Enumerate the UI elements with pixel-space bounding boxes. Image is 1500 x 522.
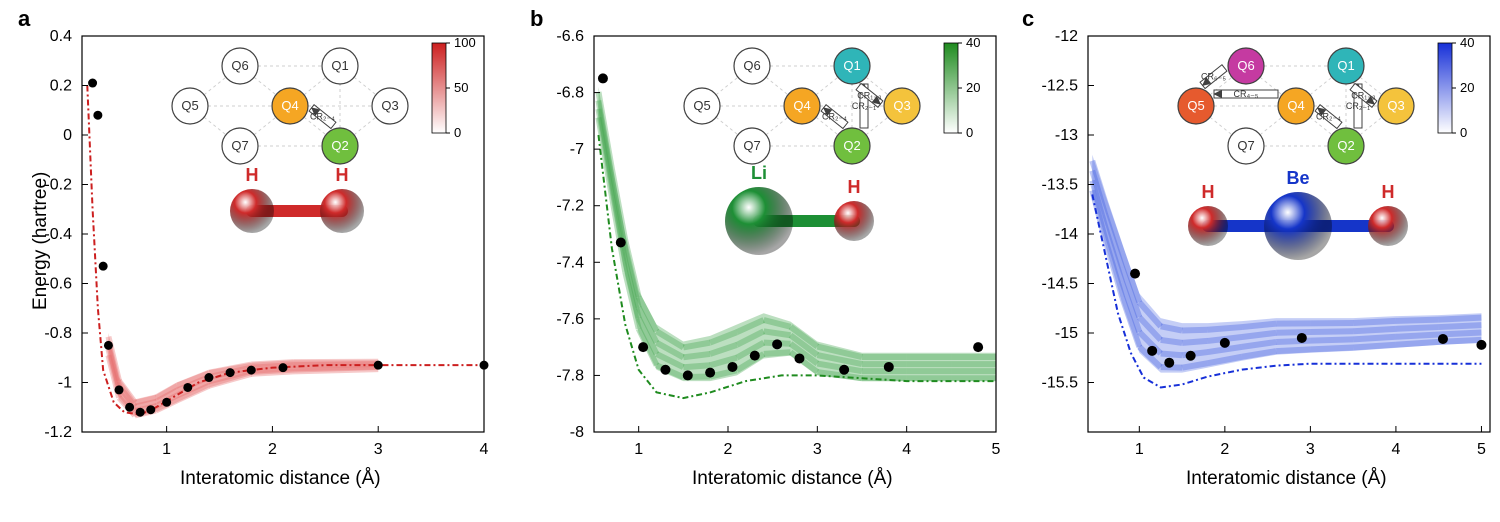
svg-text:CR₂₋₄: CR₂₋₄ xyxy=(822,112,847,122)
svg-text:-13.5: -13.5 xyxy=(1042,177,1079,194)
svg-text:-7.2: -7.2 xyxy=(556,198,584,215)
svg-text:0.2: 0.2 xyxy=(50,78,72,95)
svg-text:20: 20 xyxy=(966,80,980,95)
svg-text:-14.5: -14.5 xyxy=(1042,276,1079,293)
svg-text:5: 5 xyxy=(992,441,1001,458)
svg-text:-0.4: -0.4 xyxy=(44,226,72,243)
svg-text:50: 50 xyxy=(454,80,468,95)
svg-text:Q7: Q7 xyxy=(1237,138,1254,153)
svg-text:1: 1 xyxy=(162,441,171,458)
svg-text:3: 3 xyxy=(374,441,383,458)
svg-text:Q2: Q2 xyxy=(1337,138,1354,153)
svg-text:-6.6: -6.6 xyxy=(556,28,584,45)
svg-text:0: 0 xyxy=(454,125,461,140)
svg-text:40: 40 xyxy=(966,35,980,50)
svg-text:4: 4 xyxy=(902,441,911,458)
svg-text:Q6: Q6 xyxy=(231,58,248,73)
svg-text:Q1: Q1 xyxy=(331,58,348,73)
svg-text:Q7: Q7 xyxy=(743,138,760,153)
x-axis-title-a: Interatomic distance (Å) xyxy=(180,468,381,490)
svg-text:40: 40 xyxy=(1460,35,1474,50)
svg-text:100: 100 xyxy=(454,35,476,50)
svg-text:Q1: Q1 xyxy=(1337,58,1354,73)
svg-text:3: 3 xyxy=(813,441,822,458)
svg-text:1: 1 xyxy=(1135,441,1144,458)
svg-text:Q1: Q1 xyxy=(843,58,860,73)
svg-text:Q4: Q4 xyxy=(793,98,810,113)
svg-text:-15.5: -15.5 xyxy=(1042,375,1079,392)
svg-text:Q5: Q5 xyxy=(693,98,710,113)
svg-text:Q3: Q3 xyxy=(381,98,398,113)
svg-text:-6.8: -6.8 xyxy=(556,85,584,102)
svg-text:H: H xyxy=(848,177,861,197)
svg-text:0: 0 xyxy=(63,127,72,144)
svg-text:-12: -12 xyxy=(1055,28,1078,45)
svg-text:Q6: Q6 xyxy=(743,58,760,73)
svg-text:4: 4 xyxy=(480,441,489,458)
svg-text:2: 2 xyxy=(268,441,277,458)
svg-text:H: H xyxy=(336,165,349,185)
svg-text:CR₁₋₃: CR₁₋₃ xyxy=(1351,90,1376,100)
svg-text:Q4: Q4 xyxy=(281,98,298,113)
svg-text:-1: -1 xyxy=(58,375,72,392)
svg-text:H: H xyxy=(1202,182,1215,202)
svg-text:2: 2 xyxy=(1220,441,1229,458)
plot-a: 1 2 3 4 -1.2 -1 -0.8 -0.6 -0.4 -0.2 0 0.2 0.4 0 50 100 C… xyxy=(12,2,492,466)
svg-text:-15: -15 xyxy=(1055,325,1078,342)
svg-text:Li: Li xyxy=(751,163,767,183)
svg-text:-0.6: -0.6 xyxy=(44,276,72,293)
figure: a b c Energy (hartree) Interatomic dista… xyxy=(0,0,1500,522)
svg-text:0.4: 0.4 xyxy=(50,28,72,45)
svg-text:Q5: Q5 xyxy=(1187,98,1204,113)
x-axis-title-c: Interatomic distance (Å) xyxy=(1186,468,1387,490)
svg-text:2: 2 xyxy=(724,441,733,458)
svg-text:-0.8: -0.8 xyxy=(44,325,72,342)
svg-text:-13: -13 xyxy=(1055,127,1078,144)
svg-text:Q5: Q5 xyxy=(181,98,198,113)
svg-text:-0.2: -0.2 xyxy=(44,177,72,194)
svg-text:CR₂₋₄: CR₂₋₄ xyxy=(1316,112,1341,122)
svg-text:CR₁₋₃: CR₁₋₃ xyxy=(857,90,882,100)
svg-text:H: H xyxy=(1382,182,1395,202)
plot-c: 1 2 3 4 5 -15.5 -15 -14.5 -14 -13.5 -13 -12.5 -12 0 20… xyxy=(1018,2,1498,466)
svg-text:Q3: Q3 xyxy=(893,98,910,113)
svg-text:0: 0 xyxy=(1460,125,1467,140)
svg-text:Q4: Q4 xyxy=(1287,98,1304,113)
svg-text:CR₆₋₅: CR₆₋₅ xyxy=(1201,72,1226,82)
svg-text:CR₄₋₅: CR₄₋₅ xyxy=(1233,89,1258,99)
svg-text:-8: -8 xyxy=(570,424,584,441)
svg-text:-7: -7 xyxy=(570,141,584,158)
svg-text:1: 1 xyxy=(634,441,643,458)
svg-text:Q3: Q3 xyxy=(1387,98,1404,113)
svg-text:-7.6: -7.6 xyxy=(556,311,584,328)
svg-text:4: 4 xyxy=(1391,441,1400,458)
svg-text:Be: Be xyxy=(1286,168,1309,188)
svg-text:0: 0 xyxy=(966,125,973,140)
svg-text:Q2: Q2 xyxy=(331,138,348,153)
svg-text:5: 5 xyxy=(1477,441,1486,458)
svg-text:Q7: Q7 xyxy=(231,138,248,153)
svg-text:H: H xyxy=(246,165,259,185)
plot-b: 1 2 3 4 5 -8 -7.8 -7.6 -7.4 -7.2 -7 -6.8 -6.6 0 20 40 CR… xyxy=(524,2,1004,466)
svg-text:-7.4: -7.4 xyxy=(556,254,584,271)
svg-text:Q6: Q6 xyxy=(1237,58,1254,73)
svg-text:-12.5: -12.5 xyxy=(1042,78,1079,95)
svg-text:-14: -14 xyxy=(1055,226,1078,243)
svg-text:-7.8: -7.8 xyxy=(556,367,584,384)
svg-text:-1.2: -1.2 xyxy=(44,424,72,441)
svg-text:3: 3 xyxy=(1306,441,1315,458)
svg-text:20: 20 xyxy=(1460,80,1474,95)
x-axis-title-b: Interatomic distance (Å) xyxy=(692,468,893,490)
svg-text:Q2: Q2 xyxy=(843,138,860,153)
svg-text:CR₂₋₄: CR₂₋₄ xyxy=(310,112,335,122)
